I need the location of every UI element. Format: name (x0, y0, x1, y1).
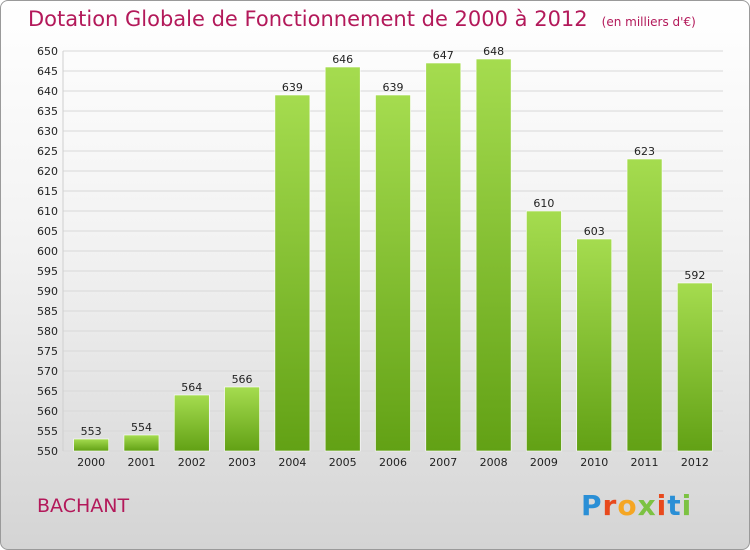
logo-letter: i (656, 489, 668, 522)
data-label-2008: 648 (483, 45, 504, 58)
data-label-2010: 603 (584, 225, 605, 238)
y-tick-label: 620 (37, 165, 58, 178)
x-tick-label: 2006 (379, 456, 407, 469)
bar-2012 (677, 282, 713, 452)
y-tick-label: 615 (37, 185, 58, 198)
data-label-2007: 647 (433, 49, 454, 62)
y-tick-label: 580 (37, 325, 58, 338)
bar-2004 (274, 94, 311, 452)
y-tick-label: 555 (37, 425, 58, 438)
data-label-2005: 646 (332, 53, 353, 66)
data-label-2002: 564 (181, 381, 202, 394)
x-tick-label: 2000 (77, 456, 105, 469)
y-tick-label: 645 (37, 65, 58, 78)
x-tick-label: 2008 (480, 456, 508, 469)
proxiti-logo[interactable]: Proxiti (581, 489, 692, 522)
y-axis-ticks: 550 555 560 565 570 575 580 585 590 595 600 605 610 6… (37, 45, 58, 458)
y-tick-label: 550 (37, 445, 58, 458)
x-tick-label: 2009 (530, 456, 558, 469)
bar-2000 (73, 438, 109, 452)
y-tick-label: 590 (37, 285, 58, 298)
data-label-2003: 566 (232, 373, 253, 386)
x-tick-label: 2001 (127, 456, 155, 469)
bar-2005 (324, 66, 361, 452)
x-tick-label: 2002 (178, 456, 206, 469)
data-label-2009: 610 (533, 197, 554, 210)
logo-letter: t (667, 489, 682, 522)
y-tick-label: 640 (37, 85, 58, 98)
y-tick-label: 605 (37, 225, 58, 238)
bar-2008 (475, 58, 512, 452)
y-tick-label: 610 (37, 205, 58, 218)
y-tick-label: 635 (37, 105, 58, 118)
data-label-2012: 592 (684, 269, 705, 282)
y-tick-label: 630 (37, 125, 58, 138)
x-tick-label: 2003 (228, 456, 256, 469)
y-tick-label: 600 (37, 245, 58, 258)
x-tick-label: 2004 (278, 456, 306, 469)
bar-2002 (173, 394, 210, 452)
y-tick-label: 625 (37, 145, 58, 158)
data-label-2011: 623 (634, 145, 655, 158)
logo-letter: o (617, 489, 638, 522)
x-tick-label: 2005 (329, 456, 357, 469)
logo-letter: i (681, 489, 693, 522)
bar-2003 (224, 386, 260, 452)
data-labels: 553 554 564 566 639 646 639 647 648 610 603 623 592 (81, 45, 706, 438)
bar-2001 (123, 434, 160, 452)
chart-title-text: Dotation Globale de Fonctionnement de 20… (28, 7, 588, 31)
bar-2006 (375, 94, 411, 452)
bar-2009 (526, 210, 562, 452)
logo-letter: r (602, 489, 618, 522)
data-label-2000: 553 (81, 425, 102, 438)
x-tick-label: 2010 (580, 456, 608, 469)
logo-letter: x (637, 489, 657, 522)
bar-2011 (626, 158, 663, 452)
y-tick-label: 570 (37, 365, 58, 378)
x-axis-ticks: 2000 2001 2002 2003 2004 2005 2006 2007 2008 2009… (77, 456, 709, 469)
commune-name: BACHANT (37, 495, 130, 517)
x-tick-label: 2012 (681, 456, 709, 469)
y-tick-label: 585 (37, 305, 58, 318)
logo-letter: P (581, 489, 603, 522)
bar-2010 (576, 238, 613, 452)
chart-title: Dotation Globale de Fonctionnement de 20… (28, 7, 696, 31)
y-tick-label: 560 (37, 405, 58, 418)
chart-unit: (en milliers d'€) (601, 15, 696, 29)
y-tick-label: 595 (37, 265, 58, 278)
y-tick-label: 565 (37, 385, 58, 398)
bars (73, 58, 713, 452)
data-label-2004: 639 (282, 81, 303, 94)
bar-2007 (425, 62, 462, 452)
data-label-2006: 639 (383, 81, 404, 94)
y-tick-label: 650 (37, 45, 58, 58)
y-tick-label: 575 (37, 345, 58, 358)
data-label-2001: 554 (131, 421, 152, 434)
x-tick-label: 2011 (631, 456, 659, 469)
x-tick-label: 2007 (429, 456, 457, 469)
